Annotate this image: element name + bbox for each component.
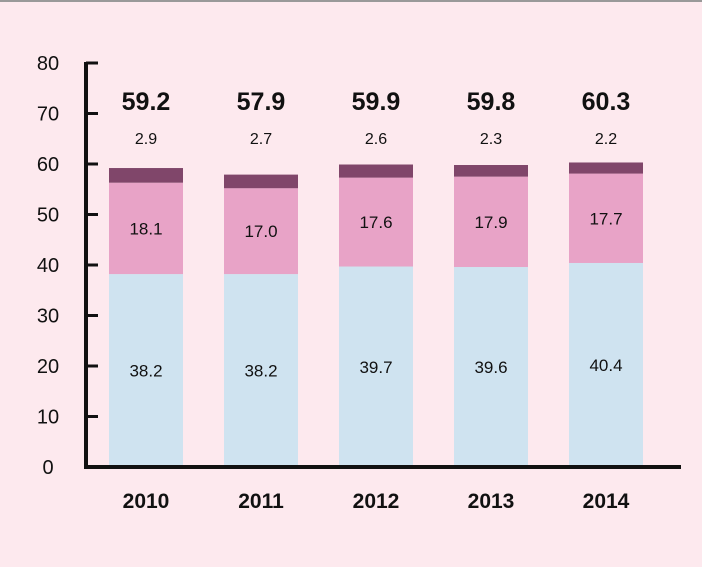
x-tick-label: 2012	[353, 490, 400, 513]
bar-segment-2012-1	[339, 177, 413, 267]
y-tick-label: 10	[37, 407, 59, 429]
bar-segment-2014-2	[569, 162, 643, 174]
bar-segment-2012-0	[339, 266, 413, 467]
bar-segment-2010-2	[109, 168, 183, 183]
bar-segment-2011-0	[224, 274, 298, 467]
x-tick-label: 2014	[583, 490, 630, 513]
x-tick-label: 2013	[468, 490, 515, 513]
bar-label-middle: 17.7	[589, 209, 622, 228]
bar-segment-2010-1	[109, 182, 183, 275]
x-tick-label: 2010	[123, 490, 170, 513]
bar-label-bottom: 38.2	[129, 362, 162, 381]
bar-segment-2012-2	[339, 164, 413, 178]
bar-label-bottom: 38.2	[244, 362, 277, 381]
y-tick-label: 50	[37, 205, 59, 227]
bar-label-bottom: 40.4	[589, 356, 622, 375]
bar-segment-2014-0	[569, 262, 643, 467]
bar-segment-2014-1	[569, 173, 643, 263]
y-tick-label: 80	[37, 53, 59, 75]
bar-total-label: 57.9	[237, 88, 286, 116]
bar-segment-2013-2	[454, 165, 528, 177]
bar-label-bottom: 39.6	[474, 358, 507, 377]
bar-total-label: 60.3	[582, 88, 631, 116]
bar-segment-2011-1	[224, 188, 298, 275]
y-tick-label: 30	[37, 306, 59, 328]
bar-total-label: 59.2	[122, 88, 171, 116]
bar-segment-2013-0	[454, 267, 528, 467]
chart-marks: 38.2 18.1 2.9 59.2 38.2 17.0 2.7 57.9 39.7 17.6 2.…	[109, 88, 643, 467]
y-tick-label: 70	[37, 104, 59, 126]
bar-segment-2010-0	[109, 274, 183, 467]
bar-label-middle: 17.6	[359, 213, 392, 232]
bar-label-top: 2.3	[480, 131, 502, 148]
chart-axes: 2010 2011 2012 2013 2014 0 10 20 30 40 50 60 70 80	[37, 53, 681, 513]
bar-label-top: 2.2	[595, 131, 617, 148]
bar-total-label: 59.9	[352, 88, 401, 116]
bar-label-middle: 18.1	[129, 219, 162, 238]
bar-label-top: 2.9	[135, 131, 157, 148]
bar-segment-2011-2	[224, 174, 298, 189]
bar-segment-2013-1	[454, 176, 528, 268]
y-tick-label: 60	[37, 154, 59, 176]
bar-label-top: 2.7	[250, 131, 272, 148]
y-tick-label: 0	[42, 457, 53, 479]
bar-label-bottom: 39.7	[359, 358, 392, 377]
y-tick-label: 40	[37, 255, 59, 277]
bar-label-top: 2.6	[365, 131, 387, 148]
bar-label-middle: 17.9	[474, 213, 507, 232]
bar-total-label: 59.8	[467, 88, 516, 116]
y-tick-label: 20	[37, 356, 59, 378]
bar-label-middle: 17.0	[244, 222, 277, 241]
x-tick-label: 2011	[238, 490, 284, 513]
